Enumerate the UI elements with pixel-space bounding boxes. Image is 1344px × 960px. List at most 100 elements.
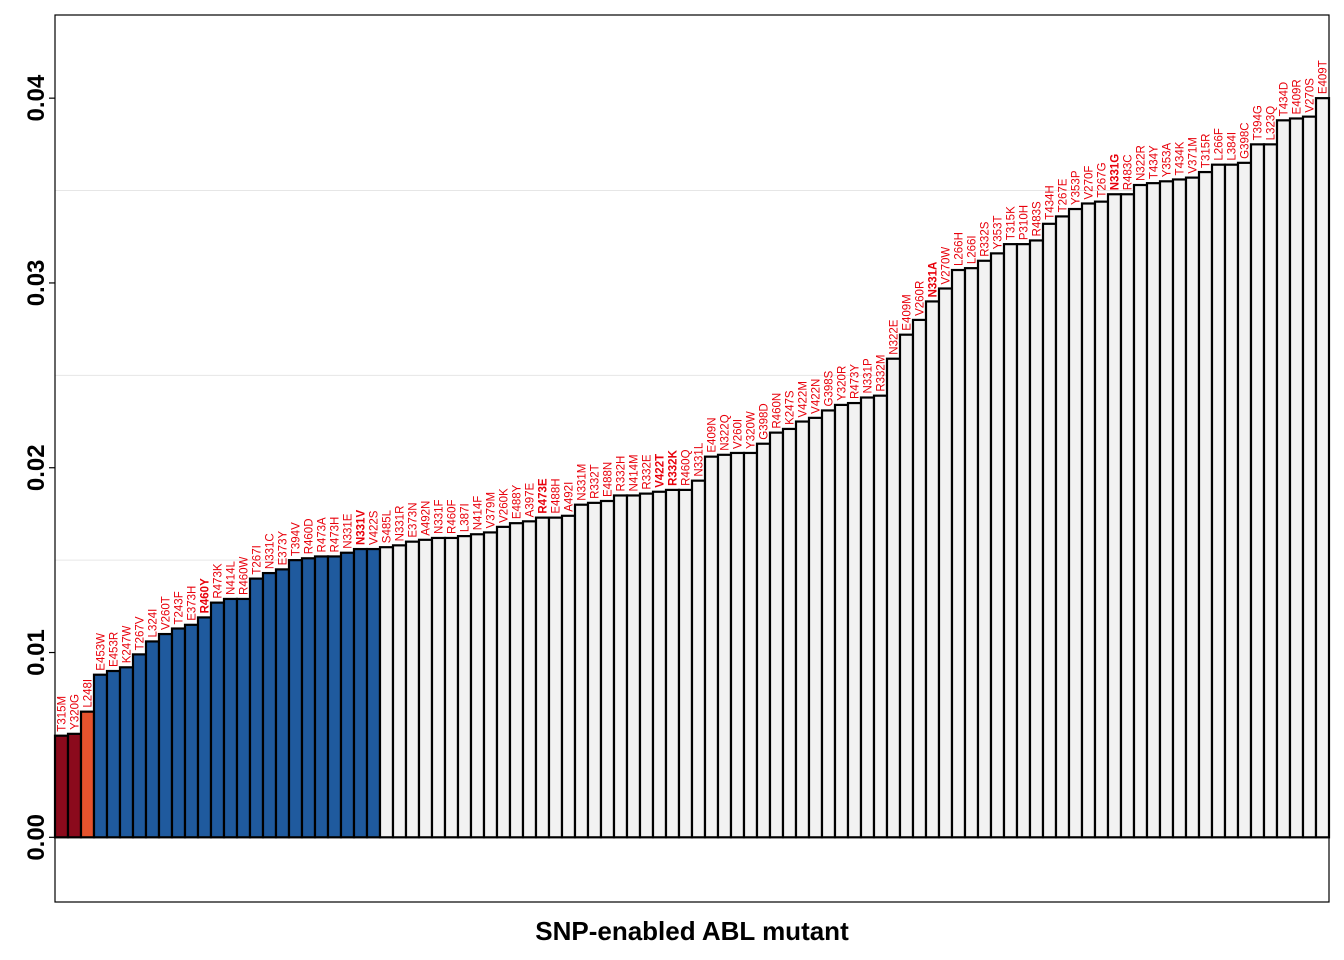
bar-label: K247W xyxy=(122,625,134,663)
bar xyxy=(300,557,317,839)
bar-label: N322E xyxy=(889,319,901,354)
bar-label: N331C xyxy=(265,533,277,569)
bar-label: R460W xyxy=(239,556,251,594)
bar-label: E373N xyxy=(408,502,420,537)
bar-label: G398C xyxy=(1240,122,1252,158)
bar xyxy=(1236,161,1253,839)
bar xyxy=(794,420,811,839)
bar xyxy=(690,479,707,839)
bar-label: T243F xyxy=(174,591,186,624)
bar-label: V270W xyxy=(941,247,953,285)
bar xyxy=(170,627,187,839)
bar xyxy=(911,318,928,839)
bar-label: L384I xyxy=(1227,132,1239,161)
bar-label: Y353A xyxy=(1162,142,1174,177)
y-tick-label: 0.03 xyxy=(23,260,50,307)
bar xyxy=(755,442,772,839)
bar xyxy=(495,525,512,839)
bar xyxy=(703,455,720,839)
bar xyxy=(1028,239,1045,839)
bar xyxy=(365,547,382,839)
bar xyxy=(950,268,967,839)
bar xyxy=(378,546,395,839)
bar-label: G398S xyxy=(824,370,836,406)
bar-label: Y353P xyxy=(1071,170,1083,205)
bar xyxy=(469,533,486,839)
bar-label: R483S xyxy=(1032,201,1044,236)
bar xyxy=(599,499,616,839)
bar-label: T267E xyxy=(1058,178,1070,212)
bar-label: L324I xyxy=(148,609,160,638)
bar xyxy=(417,538,434,839)
bar xyxy=(352,547,369,839)
bar-label: A492I xyxy=(564,482,576,512)
bar xyxy=(1275,119,1292,839)
plot-panel-border xyxy=(54,14,1330,903)
bar-label: L266I xyxy=(967,235,979,264)
bar xyxy=(53,734,70,839)
bar xyxy=(625,494,642,839)
bar-label: T394G xyxy=(1253,105,1265,140)
bar-label: N331M xyxy=(577,464,589,501)
bar xyxy=(924,300,941,839)
bar xyxy=(339,551,356,839)
x-axis-title: SNP-enabled ABL mutant xyxy=(535,916,849,946)
bar xyxy=(482,531,499,839)
bar xyxy=(781,427,798,839)
bar xyxy=(677,488,694,839)
bar-label: Y353T xyxy=(993,215,1005,249)
bar-label: L248I xyxy=(83,679,95,708)
bar xyxy=(183,623,200,839)
bar-label: N322Q xyxy=(720,414,732,450)
bar xyxy=(248,577,265,839)
bar xyxy=(66,732,83,839)
bar-label: R473Y xyxy=(850,364,862,399)
bar xyxy=(664,488,681,839)
bar-label: V422M xyxy=(798,381,810,417)
bar-label: V260R xyxy=(915,281,927,316)
bar xyxy=(729,451,746,839)
bar xyxy=(1132,183,1149,839)
bar-label: R332H xyxy=(616,456,628,492)
bar-label: T394V xyxy=(291,522,303,556)
bar-label: T267G xyxy=(1097,162,1109,197)
bar-label: R460F xyxy=(447,499,459,534)
bar-label: T434H xyxy=(1045,185,1057,220)
bar xyxy=(1158,180,1175,839)
bar xyxy=(1288,117,1305,839)
bar-label: E488N xyxy=(603,462,615,497)
bar xyxy=(1067,207,1084,839)
bar xyxy=(534,516,551,839)
bar-label: R332K xyxy=(668,449,680,485)
bar-label: E488Y xyxy=(512,484,524,519)
bar xyxy=(261,571,278,839)
bar-label: N331A xyxy=(928,262,940,298)
bar-label: E409N xyxy=(707,417,719,452)
bar xyxy=(79,710,96,839)
bar xyxy=(1301,115,1318,839)
bar-label: N414F xyxy=(473,496,485,531)
bar xyxy=(404,540,421,839)
bar-label: V260T xyxy=(161,596,173,630)
bar-label: Y320G xyxy=(70,694,82,730)
bar xyxy=(1262,143,1279,839)
bar xyxy=(1145,182,1162,839)
bar-label: A492N xyxy=(421,501,433,536)
bar-label: R332M xyxy=(876,355,888,392)
bar-label: V422S xyxy=(369,510,381,545)
bar xyxy=(1210,163,1227,839)
bar xyxy=(872,394,889,839)
y-tick-label: 0.04 xyxy=(23,74,50,121)
bar xyxy=(209,601,226,839)
y-tick-label: 0.02 xyxy=(23,444,50,491)
bar-label: V371M xyxy=(1188,137,1200,173)
bar-label: S485L xyxy=(382,509,394,543)
bar-label: E373H xyxy=(187,586,199,621)
bar-label: R473H xyxy=(330,517,342,553)
bar-label: R332T xyxy=(590,464,602,499)
bar-label: N414L xyxy=(226,560,238,594)
bar xyxy=(92,673,109,839)
bar-label: E409M xyxy=(902,294,914,330)
bar xyxy=(430,536,447,839)
